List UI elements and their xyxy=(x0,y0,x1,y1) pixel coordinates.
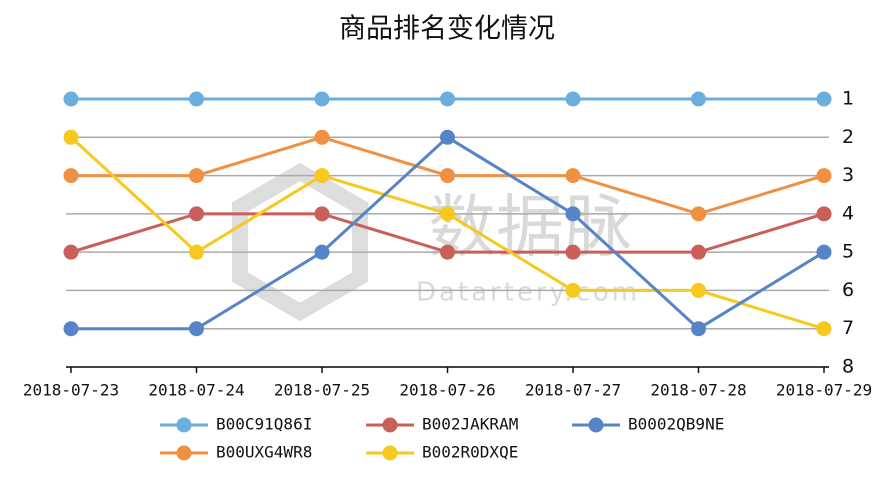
data-point xyxy=(565,244,581,260)
x-tick-label: 2018-07-25 xyxy=(274,381,370,400)
y-tick-label: 7 xyxy=(842,317,854,339)
legend-label: B002R0DXQE xyxy=(422,443,518,462)
legend-label: B00C91Q86I xyxy=(216,415,312,434)
y-tick-label: 3 xyxy=(842,164,854,186)
x-tick-label: 2018-07-28 xyxy=(650,381,746,400)
data-point xyxy=(63,321,79,337)
watermark-name: 数据脉 xyxy=(428,189,632,268)
data-point xyxy=(314,129,330,145)
data-point xyxy=(440,168,455,184)
data-point xyxy=(189,91,204,107)
legend-label: B002JAKRAM xyxy=(422,415,518,434)
data-point xyxy=(565,282,581,298)
data-point xyxy=(816,206,832,222)
data-point xyxy=(314,168,330,184)
data-point xyxy=(440,129,455,145)
y-tick-label: 8 xyxy=(842,356,854,378)
legend-label: B0002QB9NE xyxy=(628,415,724,434)
data-point xyxy=(63,244,79,260)
legend-label: B00UXG4WR8 xyxy=(216,443,312,462)
y-tick-label: 5 xyxy=(842,241,854,263)
data-point xyxy=(189,206,204,222)
legend-marker xyxy=(176,445,192,461)
data-point xyxy=(565,168,581,184)
data-point xyxy=(691,282,706,298)
data-point xyxy=(816,91,832,107)
data-point xyxy=(440,206,455,222)
data-point xyxy=(691,91,706,107)
data-point xyxy=(440,91,455,107)
data-point xyxy=(816,321,832,337)
data-point xyxy=(691,321,706,337)
legend-marker xyxy=(382,417,398,433)
watermark-site: Datartery.com xyxy=(416,278,640,308)
x-tick-label: 2018-07-29 xyxy=(776,381,872,400)
legend-marker xyxy=(588,417,604,433)
chart-title: 商品排名变化情况 xyxy=(339,14,555,45)
data-point xyxy=(565,206,581,222)
x-tick-label: 2018-07-24 xyxy=(148,381,244,400)
data-point xyxy=(189,244,204,260)
data-point xyxy=(816,244,832,260)
watermark-logo xyxy=(232,162,368,322)
data-point xyxy=(63,91,79,107)
data-point xyxy=(440,244,455,260)
data-point xyxy=(691,206,706,222)
data-point xyxy=(63,168,79,184)
data-point xyxy=(314,206,330,222)
watermark: 数据脉 Datartery.com xyxy=(232,162,640,322)
y-tick-label: 2 xyxy=(842,126,854,148)
data-point xyxy=(314,244,330,260)
data-point xyxy=(816,168,832,184)
data-point xyxy=(63,129,79,145)
data-point xyxy=(691,244,706,260)
legend-marker xyxy=(176,417,192,433)
x-tick-label: 2018-07-27 xyxy=(525,381,621,400)
data-point xyxy=(189,321,204,337)
x-tick-label: 2018-07-23 xyxy=(23,381,119,400)
data-point xyxy=(565,91,581,107)
y-tick-label: 4 xyxy=(842,202,854,224)
x-tick-label: 2018-07-26 xyxy=(399,381,495,400)
legend-marker xyxy=(382,445,398,461)
y-tick-label: 6 xyxy=(842,279,854,301)
data-point xyxy=(314,91,330,107)
y-tick-label: 1 xyxy=(842,88,854,110)
data-point xyxy=(189,168,204,184)
